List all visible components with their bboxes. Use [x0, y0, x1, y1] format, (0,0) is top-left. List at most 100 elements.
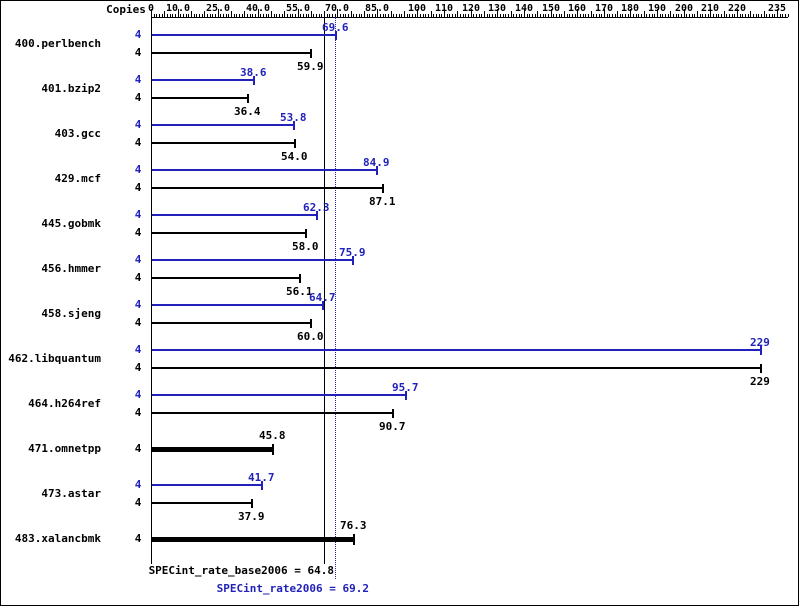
x-axis-tick — [535, 14, 536, 17]
x-axis-tick — [665, 14, 666, 17]
x-axis-tick — [463, 14, 464, 17]
x-axis-tick — [423, 14, 424, 17]
base-bar — [152, 97, 248, 99]
x-axis-tick — [484, 11, 485, 17]
x-axis-tick — [319, 14, 320, 17]
copies-value: 4 — [134, 73, 142, 86]
x-axis-tick — [633, 14, 634, 17]
copies-value: 4 — [134, 532, 142, 545]
x-axis-tick — [306, 14, 307, 17]
peak-bar — [152, 79, 254, 81]
x-axis-tick — [420, 14, 421, 17]
x-axis-tick — [543, 14, 544, 17]
copies-value: 4 — [134, 316, 142, 329]
copies-value: 4 — [134, 478, 142, 491]
x-axis-tick — [780, 14, 781, 17]
x-axis-tick — [276, 14, 277, 17]
x-axis-tick — [226, 14, 227, 17]
x-axis-tick — [681, 14, 682, 17]
benchmark-name: 401.bzip2 — [41, 82, 101, 95]
x-axis-tick — [734, 14, 735, 17]
x-axis-tick — [383, 14, 384, 17]
x-axis-tick — [705, 14, 706, 17]
x-axis-tick — [673, 14, 674, 17]
peak-value-label: 84.9 — [363, 156, 390, 169]
benchmark-name: 429.mcf — [54, 172, 101, 185]
x-axis-tick — [630, 9, 631, 17]
x-axis-tick — [356, 14, 357, 17]
peak-value-label: 69.6 — [322, 21, 349, 34]
x-axis-tick — [292, 14, 293, 17]
x-axis-tick — [194, 14, 195, 17]
x-axis-tick — [641, 14, 642, 17]
x-axis-tick — [242, 14, 243, 17]
x-axis-tick — [324, 11, 325, 17]
copies-value: 4 — [134, 361, 142, 374]
base-mean-line — [324, 17, 325, 564]
x-axis-tick — [396, 14, 397, 17]
x-axis-tick — [646, 14, 647, 17]
base-value-label: 56.1 — [286, 285, 313, 298]
x-axis-tick — [332, 14, 333, 17]
x-axis-line — [151, 17, 788, 18]
x-axis-tick — [449, 14, 450, 17]
x-axis-tick — [284, 11, 285, 17]
x-axis-tick — [247, 14, 248, 17]
x-axis-tick — [620, 14, 621, 17]
x-axis-tick — [479, 14, 480, 17]
x-axis-tick-label: 110 — [434, 3, 454, 14]
x-axis-tick — [551, 9, 552, 17]
x-axis-tick — [654, 14, 655, 17]
x-axis-tick — [569, 14, 570, 17]
x-axis-tick — [465, 14, 466, 17]
x-axis-tick — [660, 14, 661, 17]
bar-end-cap — [382, 184, 384, 193]
x-axis-tick — [628, 14, 629, 17]
peak-bar — [152, 394, 406, 396]
x-axis-tick — [617, 11, 618, 17]
peak-bar — [152, 214, 317, 216]
x-axis-tick — [561, 14, 562, 17]
x-axis-tick — [178, 9, 179, 17]
x-axis-tick — [745, 14, 746, 17]
copies-value: 4 — [134, 208, 142, 221]
x-axis-tick — [335, 14, 336, 17]
x-axis-tick — [774, 14, 775, 17]
bar-end-cap — [305, 229, 307, 238]
x-axis-tick — [737, 9, 738, 17]
benchmark-name: 400.perlbench — [14, 37, 101, 50]
x-axis-tick — [252, 14, 253, 17]
x-axis-tick-label: 55.0 — [285, 3, 311, 14]
x-axis-tick — [353, 14, 354, 17]
x-axis-tick — [388, 14, 389, 17]
x-axis-tick — [188, 14, 189, 17]
x-axis-tick — [409, 14, 410, 17]
x-axis-tick — [559, 14, 560, 17]
benchmark-name: 473.astar — [41, 487, 101, 500]
x-axis-tick — [199, 14, 200, 17]
x-axis-tick — [172, 14, 173, 17]
x-axis-tick-label: 70.0 — [324, 3, 350, 14]
x-axis-tick — [308, 14, 309, 17]
x-axis-tick — [271, 11, 272, 17]
x-axis-tick — [545, 14, 546, 17]
copies-value: 4 — [134, 442, 142, 455]
x-axis-tick-label: 85.0 — [364, 3, 390, 14]
x-axis-tick — [537, 11, 538, 17]
copies-value: 4 — [134, 118, 142, 131]
base-bar — [152, 322, 311, 324]
x-axis-tick — [724, 11, 725, 17]
x-axis-tick — [447, 14, 448, 17]
x-axis-tick — [729, 14, 730, 17]
x-axis-tick — [425, 14, 426, 17]
x-axis-tick — [713, 14, 714, 17]
x-axis-tick — [223, 14, 224, 17]
base-bar — [152, 277, 300, 279]
x-axis-tick — [154, 14, 155, 17]
base-value-label: 58.0 — [292, 240, 319, 253]
x-axis-tick — [290, 14, 291, 17]
x-axis-tick — [327, 14, 328, 17]
copies-value: 4 — [134, 271, 142, 284]
x-axis-tick — [612, 14, 613, 17]
x-axis-tick — [234, 14, 235, 17]
